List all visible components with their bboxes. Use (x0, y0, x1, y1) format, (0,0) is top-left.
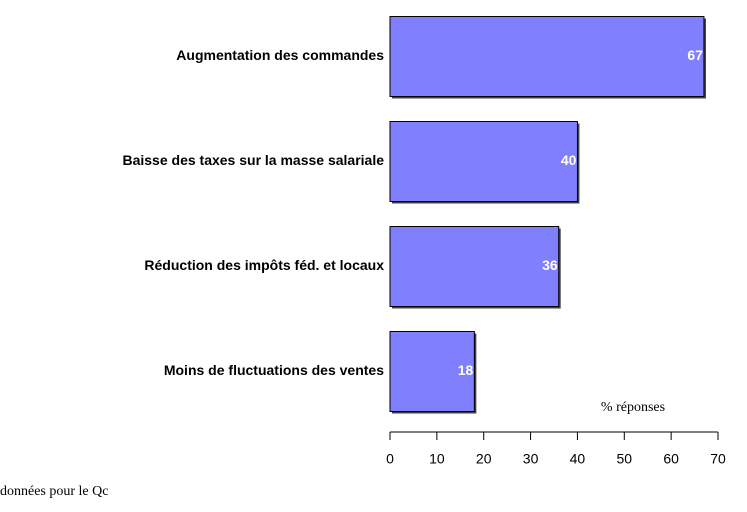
bar (389, 121, 578, 202)
bar (389, 331, 475, 412)
value-label: 40 (561, 152, 577, 168)
x-tick-label: 70 (710, 451, 726, 467)
category-label: Augmentation des commandes (176, 47, 384, 63)
bar (389, 226, 560, 307)
x-tick-label: 50 (616, 451, 632, 467)
x-tick-label: 30 (523, 451, 539, 467)
x-tick-label: 40 (570, 451, 586, 467)
bar (389, 16, 705, 97)
category-label: Moins de fluctuations des ventes (164, 362, 384, 378)
x-axis-label: % réponses (601, 400, 665, 415)
category-label: Réduction des impôts féd. et locaux (144, 257, 384, 273)
x-tick-label: 20 (476, 451, 492, 467)
note: données pour le Qc (0, 484, 108, 499)
value-label: 18 (458, 362, 474, 378)
x-tick-label: 0 (386, 451, 394, 467)
value-label: 36 (542, 257, 558, 273)
x-tick-label: 10 (429, 451, 445, 467)
category-label: Baisse des taxes sur la masse salariale (122, 152, 384, 168)
value-label: 67 (687, 47, 703, 63)
x-tick-label: 60 (663, 451, 679, 467)
